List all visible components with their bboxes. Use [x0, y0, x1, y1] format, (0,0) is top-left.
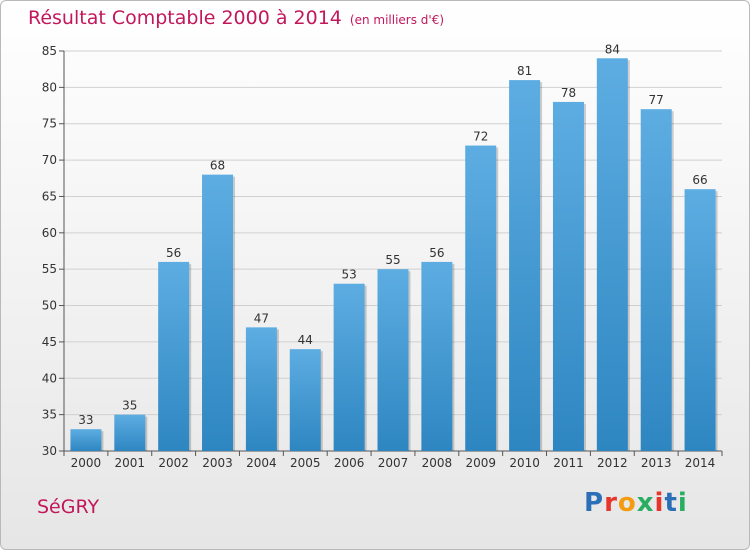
logo-letter: r	[604, 488, 618, 518]
x-tick-label: 2004	[246, 456, 277, 470]
logo-letter: t	[664, 488, 678, 518]
data-label: 81	[517, 64, 532, 78]
x-tick-label: 2005	[290, 456, 321, 470]
y-tick-label: 45	[42, 335, 57, 349]
bar	[333, 283, 365, 451]
data-label: 55	[385, 253, 400, 267]
y-tick-label: 55	[42, 262, 57, 276]
x-tick-label: 2008	[422, 456, 453, 470]
x-tick-label: 2001	[115, 456, 146, 470]
data-label: 78	[561, 86, 576, 100]
x-tick-label: 2007	[378, 456, 409, 470]
logo-letter: o	[617, 488, 637, 518]
y-tick-label: 65	[42, 189, 57, 203]
data-label: 77	[649, 93, 664, 107]
chart-title: Résultat Comptable 2000 à 2014 (en millie…	[28, 7, 444, 29]
data-label: 84	[605, 42, 620, 56]
bar	[289, 349, 321, 451]
bar	[377, 269, 409, 451]
x-tick-label: 2003	[202, 456, 233, 470]
y-tick-label: 40	[42, 371, 57, 385]
y-tick-label: 60	[42, 226, 57, 240]
bar	[640, 109, 672, 451]
data-label: 44	[298, 333, 313, 347]
data-label: 68	[210, 159, 225, 173]
bar	[465, 145, 497, 451]
x-tick-label: 2012	[597, 456, 628, 470]
data-label: 56	[429, 246, 444, 260]
y-tick-label: 35	[42, 408, 57, 422]
title-text: Résultat Comptable 2000 à 2014	[28, 7, 342, 29]
bar	[245, 327, 277, 451]
x-tick-label: 2000	[71, 456, 102, 470]
bar	[114, 414, 146, 451]
data-label: 47	[254, 311, 269, 325]
x-tick-label: 2002	[158, 456, 189, 470]
bar	[684, 189, 716, 451]
x-tick-label: 2006	[334, 456, 365, 470]
logo-letter: i	[677, 488, 688, 518]
bar	[509, 80, 541, 451]
data-label: 66	[692, 173, 707, 187]
bar	[421, 261, 453, 451]
y-tick-label: 85	[42, 44, 57, 58]
y-tick-label: 75	[42, 117, 57, 131]
x-tick-label: 2009	[465, 456, 496, 470]
bar	[552, 101, 584, 451]
x-tick-label: 2014	[685, 456, 716, 470]
data-label: 72	[473, 130, 488, 144]
data-label: 35	[122, 399, 137, 413]
data-label: 53	[341, 268, 356, 282]
proxiti-logo: Proxiti	[584, 488, 688, 518]
y-tick-label: 50	[42, 299, 57, 313]
data-label: 33	[78, 413, 93, 427]
bar	[158, 261, 190, 451]
logo-letter: i	[654, 488, 665, 518]
town-name: SéGRY	[37, 496, 100, 518]
y-tick-label: 70	[42, 153, 57, 167]
y-tick-label: 80	[42, 80, 57, 94]
data-label: 56	[166, 246, 181, 260]
x-tick-label: 2013	[641, 456, 672, 470]
logo-letter: P	[584, 488, 605, 518]
bar	[202, 174, 234, 452]
bar	[596, 58, 628, 451]
x-tick-label: 2011	[553, 456, 584, 470]
y-tick-label: 30	[42, 444, 57, 458]
unit-label: (en milliers d'€)	[349, 13, 445, 27]
x-tick-label: 2010	[509, 456, 540, 470]
bar	[70, 429, 102, 451]
logo-letter: x	[636, 488, 655, 518]
